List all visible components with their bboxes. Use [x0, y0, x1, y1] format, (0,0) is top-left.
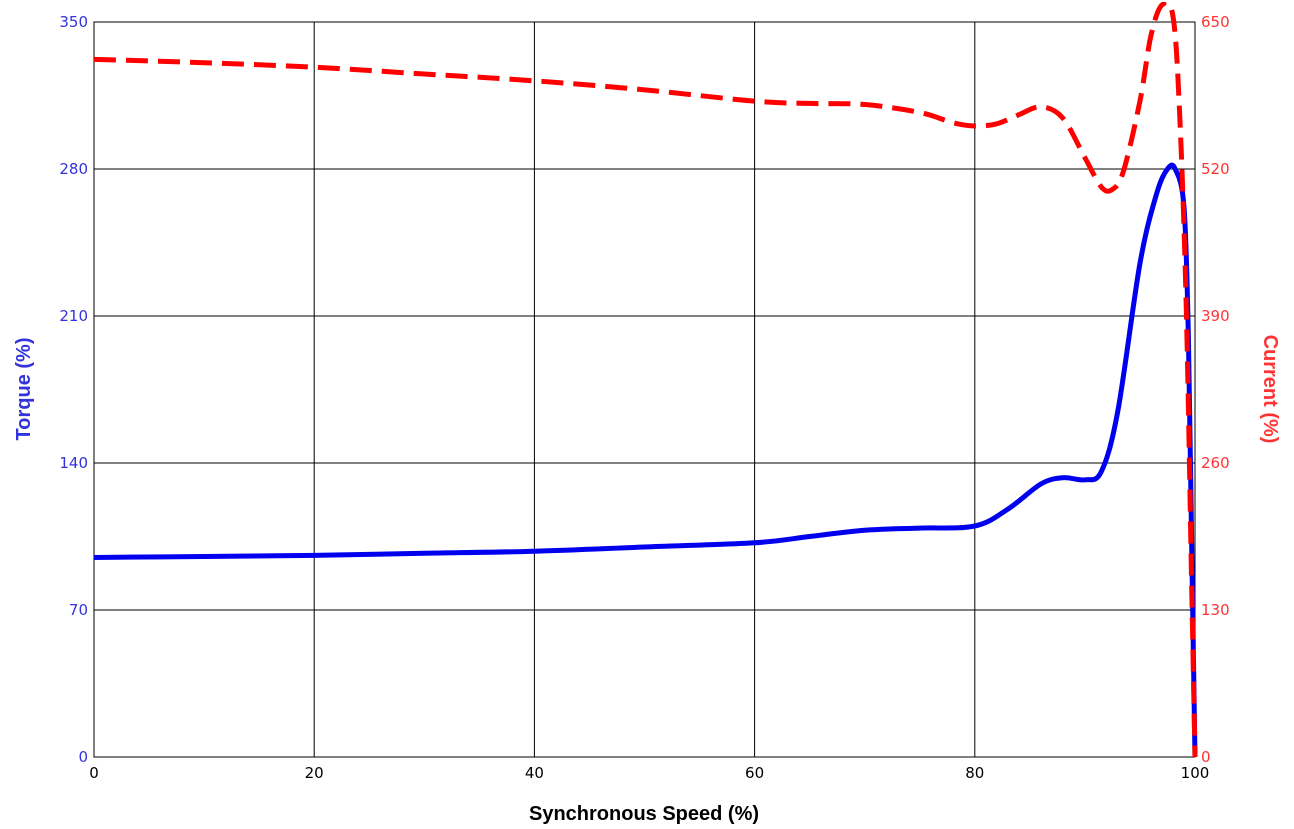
left-y-tick-label-5: 350 [59, 13, 88, 31]
x-tick-label-0: 0 [89, 764, 99, 782]
x-tick-label-1: 20 [305, 764, 324, 782]
x-tick-label-5: 100 [1181, 764, 1210, 782]
left-y-axis-title: Torque (%) [13, 338, 35, 441]
right-y-tick-label-4: 520 [1201, 160, 1230, 178]
right-y-tick-label-2: 260 [1201, 454, 1230, 472]
x-tick-label-4: 80 [965, 764, 984, 782]
torque-line [94, 162, 1198, 758]
x-tick-label-3: 60 [745, 764, 764, 782]
right-y-tick-label-5: 650 [1201, 13, 1230, 31]
grid-lines [93, 21, 1196, 758]
current-line [94, 2, 1198, 758]
x-axis-ticks: 0 20 40 60 80 100 [89, 764, 1209, 782]
right-y-tick-label-3: 390 [1201, 307, 1230, 325]
right-y-tick-label-0: 0 [1201, 748, 1211, 766]
right-y-axis-ticks: 0 130 260 390 520 650 [1201, 13, 1230, 766]
left-y-tick-label-2: 140 [59, 454, 88, 472]
x-axis-title: Synchronous Speed (%) [529, 803, 759, 825]
left-y-tick-label-3: 210 [59, 307, 88, 325]
series-layer [94, 2, 1198, 758]
plot-border [93, 21, 1196, 758]
left-y-tick-label-4: 280 [59, 160, 88, 178]
right-y-axis-title: Current (%) [1259, 335, 1281, 444]
x-tick-label-2: 40 [525, 764, 544, 782]
right-y-tick-label-1: 130 [1201, 601, 1230, 619]
left-y-tick-label-0: 0 [78, 748, 88, 766]
left-y-axis-ticks: 0 70 140 210 280 350 [59, 13, 88, 766]
plot-frame [93, 21, 1196, 758]
left-y-tick-label-1: 70 [69, 601, 88, 619]
